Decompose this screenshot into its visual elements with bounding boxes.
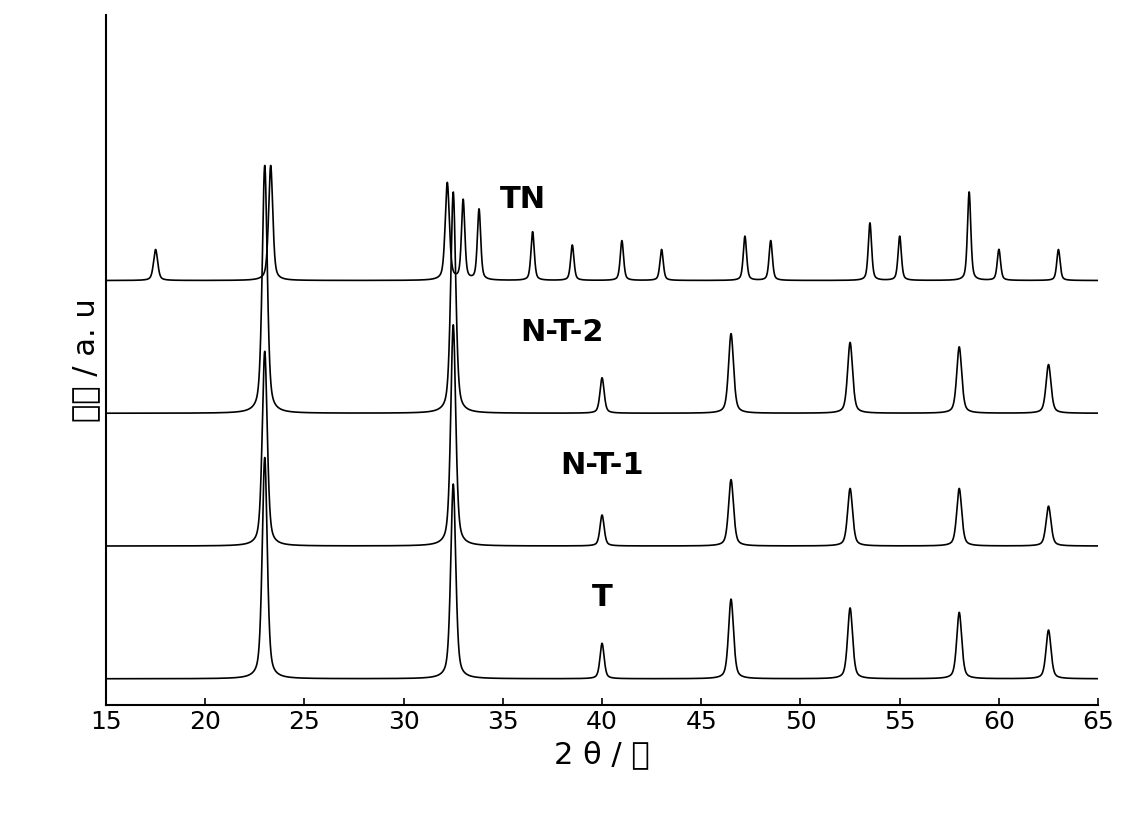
Text: N-T-1: N-T-1	[560, 450, 644, 479]
Y-axis label: 强度 / a. u: 强度 / a. u	[71, 299, 100, 422]
X-axis label: 2 θ / 度: 2 θ / 度	[554, 740, 650, 769]
Text: T: T	[592, 583, 612, 612]
Text: N-T-2: N-T-2	[520, 318, 604, 346]
Text: TN: TN	[500, 185, 545, 214]
